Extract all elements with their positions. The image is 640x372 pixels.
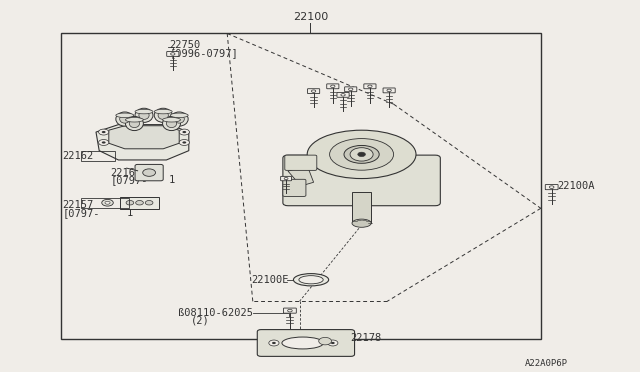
Ellipse shape xyxy=(287,309,292,312)
Text: A22A0P6P: A22A0P6P xyxy=(525,359,568,368)
Ellipse shape xyxy=(282,337,323,349)
Bar xyxy=(120,197,159,209)
Ellipse shape xyxy=(170,113,188,118)
Ellipse shape xyxy=(174,115,184,123)
Ellipse shape xyxy=(352,219,371,227)
Text: 22750: 22750 xyxy=(170,40,201,49)
FancyBboxPatch shape xyxy=(135,164,163,181)
FancyBboxPatch shape xyxy=(307,89,320,94)
Ellipse shape xyxy=(163,116,180,131)
Bar xyxy=(81,151,115,161)
FancyBboxPatch shape xyxy=(283,155,440,206)
Text: (2): (2) xyxy=(191,316,209,326)
Text: 22178: 22178 xyxy=(351,333,382,343)
FancyBboxPatch shape xyxy=(166,51,179,57)
Ellipse shape xyxy=(368,85,372,87)
FancyBboxPatch shape xyxy=(345,87,357,92)
Text: 1: 1 xyxy=(168,175,175,185)
Text: 1: 1 xyxy=(127,208,133,218)
Ellipse shape xyxy=(349,88,353,90)
Text: ß08110-62025: ß08110-62025 xyxy=(178,308,253,318)
Text: [0797-: [0797- xyxy=(63,208,100,218)
FancyBboxPatch shape xyxy=(283,179,306,196)
Ellipse shape xyxy=(330,138,394,170)
Circle shape xyxy=(99,140,109,145)
Ellipse shape xyxy=(171,53,175,55)
Circle shape xyxy=(102,131,106,133)
Ellipse shape xyxy=(135,109,153,114)
FancyBboxPatch shape xyxy=(257,330,355,356)
Circle shape xyxy=(319,337,332,345)
Circle shape xyxy=(102,141,106,144)
Ellipse shape xyxy=(116,113,134,118)
Text: [0996-0797]: [0996-0797] xyxy=(170,48,238,58)
Bar xyxy=(352,192,371,223)
Bar xyxy=(61,33,541,339)
Ellipse shape xyxy=(129,119,140,128)
Circle shape xyxy=(269,340,279,346)
Ellipse shape xyxy=(116,112,134,126)
FancyBboxPatch shape xyxy=(285,155,317,170)
Text: 22157: 22157 xyxy=(63,201,94,210)
Circle shape xyxy=(179,140,189,145)
Circle shape xyxy=(145,201,153,205)
Circle shape xyxy=(102,199,113,206)
Ellipse shape xyxy=(158,111,168,119)
Circle shape xyxy=(358,152,365,157)
Ellipse shape xyxy=(549,186,554,189)
Ellipse shape xyxy=(331,85,335,87)
Polygon shape xyxy=(288,166,314,186)
Circle shape xyxy=(328,340,338,346)
Circle shape xyxy=(136,201,143,205)
Ellipse shape xyxy=(139,111,149,119)
FancyBboxPatch shape xyxy=(284,308,296,313)
FancyBboxPatch shape xyxy=(337,92,349,97)
Circle shape xyxy=(126,201,134,205)
Ellipse shape xyxy=(170,112,188,126)
Ellipse shape xyxy=(125,116,143,131)
FancyBboxPatch shape xyxy=(364,84,376,89)
Ellipse shape xyxy=(344,145,379,163)
Ellipse shape xyxy=(284,177,288,180)
Circle shape xyxy=(105,201,110,204)
FancyBboxPatch shape xyxy=(545,185,558,190)
Ellipse shape xyxy=(125,118,143,122)
FancyBboxPatch shape xyxy=(383,88,396,93)
Circle shape xyxy=(143,169,156,176)
Ellipse shape xyxy=(307,130,416,179)
Circle shape xyxy=(350,148,373,161)
Circle shape xyxy=(182,141,186,144)
Bar xyxy=(81,198,129,208)
Ellipse shape xyxy=(341,94,345,96)
Text: [0797-: [0797- xyxy=(111,175,148,185)
Ellipse shape xyxy=(293,274,329,286)
Text: 22162: 22162 xyxy=(63,151,94,161)
FancyBboxPatch shape xyxy=(280,176,292,181)
Text: 22100A: 22100A xyxy=(557,181,595,191)
Ellipse shape xyxy=(387,89,391,92)
Text: 22165: 22165 xyxy=(111,168,142,178)
Polygon shape xyxy=(96,125,189,160)
Ellipse shape xyxy=(312,90,316,92)
Circle shape xyxy=(272,342,276,344)
Ellipse shape xyxy=(135,108,153,122)
Ellipse shape xyxy=(154,109,172,114)
Circle shape xyxy=(179,129,189,135)
Ellipse shape xyxy=(299,276,323,284)
Circle shape xyxy=(182,131,186,133)
Ellipse shape xyxy=(166,119,177,128)
Text: 22100E: 22100E xyxy=(252,275,289,285)
FancyBboxPatch shape xyxy=(327,84,339,89)
Circle shape xyxy=(331,342,335,344)
Ellipse shape xyxy=(120,115,130,123)
Polygon shape xyxy=(109,126,179,149)
Ellipse shape xyxy=(163,118,180,122)
Text: 22100: 22100 xyxy=(292,12,328,22)
Ellipse shape xyxy=(154,108,172,122)
Circle shape xyxy=(99,129,109,135)
